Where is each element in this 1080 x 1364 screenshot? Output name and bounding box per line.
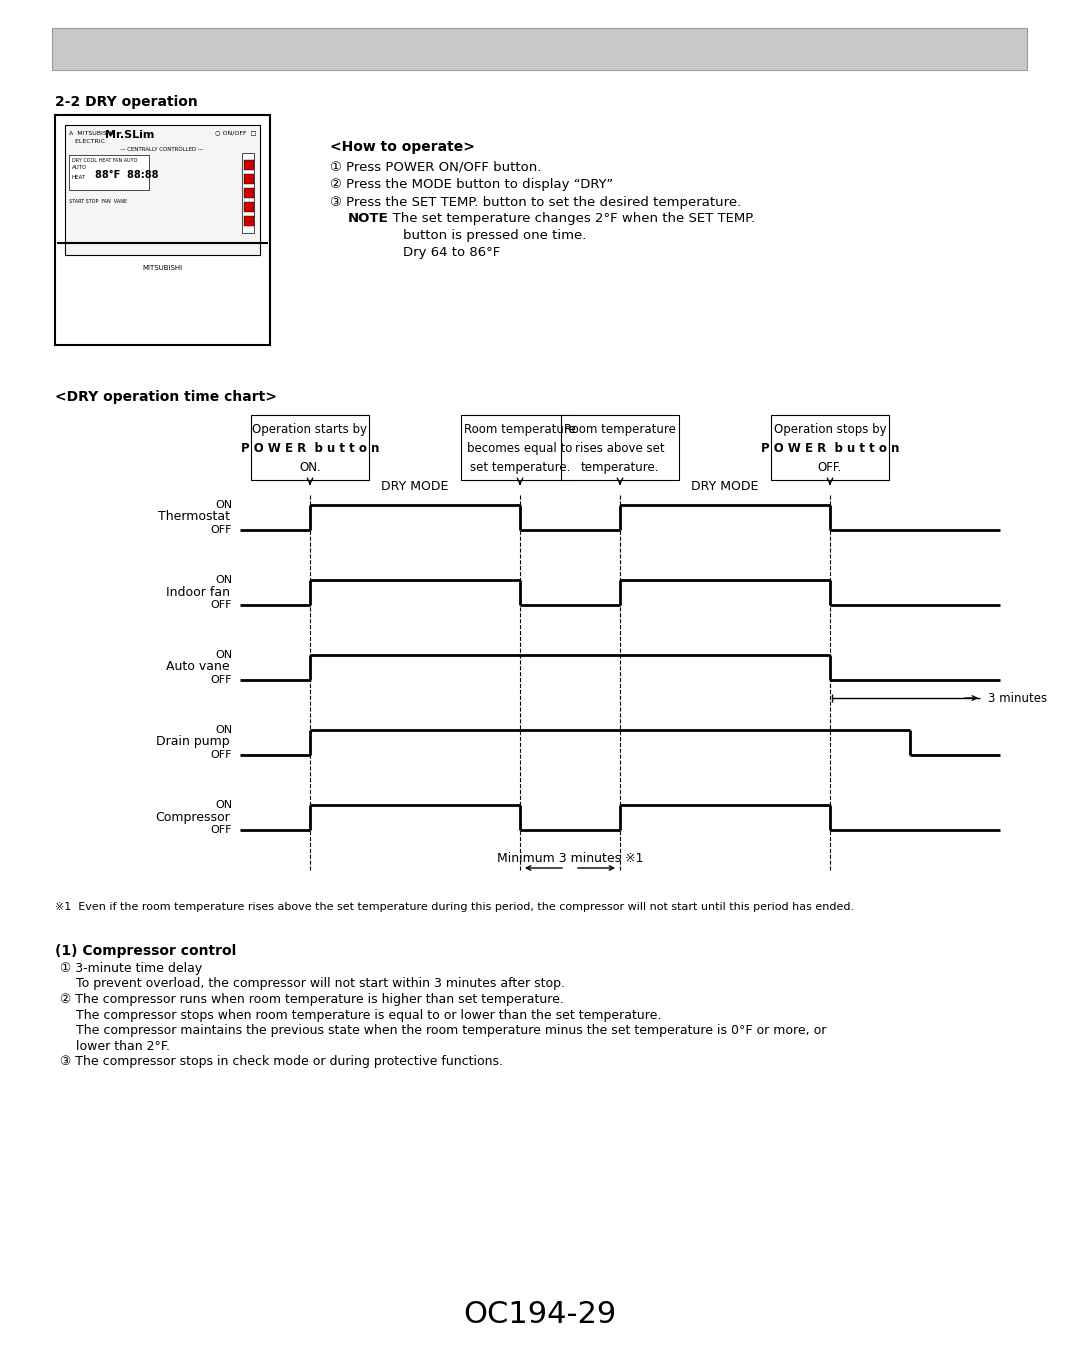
- Text: OC194-29: OC194-29: [463, 1300, 617, 1329]
- Text: P O W E R  b u t t o n: P O W E R b u t t o n: [760, 442, 900, 456]
- Text: temperature.: temperature.: [581, 461, 659, 475]
- Bar: [244, 175, 254, 184]
- Bar: [244, 202, 254, 211]
- Bar: [65, 125, 260, 255]
- Text: OFF: OFF: [211, 825, 232, 835]
- Text: ON: ON: [215, 501, 232, 510]
- Bar: [771, 415, 889, 480]
- Text: DRY MODE: DRY MODE: [691, 480, 758, 492]
- Text: ON: ON: [215, 801, 232, 810]
- Bar: [52, 29, 1027, 70]
- Text: OFF: OFF: [211, 750, 232, 760]
- Text: P O W E R  b u t t o n: P O W E R b u t t o n: [241, 442, 379, 456]
- Text: rises above set: rises above set: [576, 442, 665, 456]
- Text: The compressor maintains the previous state when the room temperature minus the : The compressor maintains the previous st…: [60, 1024, 826, 1037]
- Text: NOTE: NOTE: [348, 211, 389, 225]
- Text: ③ The compressor stops in check mode or during protective functions.: ③ The compressor stops in check mode or …: [60, 1054, 503, 1068]
- Text: Operation stops by: Operation stops by: [773, 423, 887, 436]
- Text: (1) Compressor control: (1) Compressor control: [55, 944, 237, 958]
- Text: 2-2 DRY operation: 2-2 DRY operation: [55, 95, 198, 109]
- Text: ON: ON: [215, 726, 232, 735]
- Text: OFF: OFF: [211, 600, 232, 610]
- Text: Operation starts by: Operation starts by: [253, 423, 367, 436]
- Text: OFF.: OFF.: [818, 461, 842, 475]
- Text: : The set temperature changes 2°F when the SET TEMP.: : The set temperature changes 2°F when t…: [384, 211, 755, 225]
- Text: ELECTRIC: ELECTRIC: [69, 139, 105, 145]
- Text: Mr.SLim: Mr.SLim: [105, 130, 154, 140]
- Text: <How to operate>: <How to operate>: [330, 140, 475, 154]
- Text: ON.: ON.: [299, 461, 321, 475]
- Text: ③ Press the SET TEMP. button to set the desired temperature.: ③ Press the SET TEMP. button to set the …: [330, 196, 741, 209]
- Text: AUTO: AUTO: [72, 165, 87, 170]
- Bar: [251, 415, 369, 480]
- Text: 88°F  88:88: 88°F 88:88: [95, 170, 159, 180]
- Bar: [244, 160, 254, 170]
- Text: DRY COOL HEAT FAN AUTO: DRY COOL HEAT FAN AUTO: [72, 158, 137, 164]
- Text: — CENTRALLY CONTROLLED —: — CENTRALLY CONTROLLED —: [120, 147, 204, 151]
- Bar: [244, 216, 254, 226]
- Text: ② Press the MODE button to display “DRY”: ② Press the MODE button to display “DRY”: [330, 177, 613, 191]
- Text: Room temperature: Room temperature: [564, 423, 676, 436]
- Text: START STOP  FAN  VANE: START STOP FAN VANE: [69, 199, 127, 205]
- Text: ON: ON: [215, 576, 232, 585]
- Text: set temperature.: set temperature.: [470, 461, 570, 475]
- Text: Minimum 3 minutes ※1: Minimum 3 minutes ※1: [497, 852, 644, 865]
- Text: <DRY operation time chart>: <DRY operation time chart>: [55, 390, 276, 404]
- Bar: [69, 155, 149, 190]
- Bar: [461, 415, 579, 480]
- Text: Room temperature: Room temperature: [464, 423, 576, 436]
- Text: ON: ON: [215, 651, 232, 660]
- Text: Dry 64 to 86°F: Dry 64 to 86°F: [403, 246, 500, 259]
- Text: HEAT: HEAT: [72, 175, 86, 180]
- Text: The compressor stops when room temperature is equal to or lower than the set tem: The compressor stops when room temperatu…: [60, 1008, 661, 1022]
- Bar: [561, 415, 679, 480]
- Text: ② The compressor runs when room temperature is higher than set temperature.: ② The compressor runs when room temperat…: [60, 993, 564, 1007]
- Text: button is pressed one time.: button is pressed one time.: [403, 229, 586, 241]
- Bar: [55, 115, 270, 345]
- Text: ※1  Even if the room temperature rises above the set temperature during this per: ※1 Even if the room temperature rises ab…: [55, 902, 854, 913]
- Text: To prevent overload, the compressor will not start within 3 minutes after stop.: To prevent overload, the compressor will…: [60, 978, 565, 990]
- Text: MITSUBISHI: MITSUBISHI: [141, 265, 183, 271]
- Text: Drain pump: Drain pump: [157, 735, 230, 749]
- Text: OFF: OFF: [211, 525, 232, 535]
- Text: ○ ON/OFF  □: ○ ON/OFF □: [215, 130, 257, 135]
- Text: ① Press POWER ON/OFF button.: ① Press POWER ON/OFF button.: [330, 160, 541, 173]
- Text: OFF: OFF: [211, 675, 232, 685]
- Text: DRY MODE: DRY MODE: [381, 480, 448, 492]
- Text: Auto vane: Auto vane: [166, 660, 230, 674]
- Text: A  MITSUBISHI: A MITSUBISHI: [69, 131, 113, 136]
- Text: lower than 2°F.: lower than 2°F.: [60, 1039, 170, 1053]
- Text: 3 minutes: 3 minutes: [988, 692, 1048, 704]
- Text: Indoor fan: Indoor fan: [166, 585, 230, 599]
- Text: Thermostat: Thermostat: [158, 510, 230, 524]
- Text: Compressor: Compressor: [156, 810, 230, 824]
- Bar: [244, 188, 254, 198]
- Text: ① 3-minute time delay: ① 3-minute time delay: [60, 962, 202, 975]
- Text: becomes equal to: becomes equal to: [468, 442, 572, 456]
- Bar: [242, 153, 254, 233]
